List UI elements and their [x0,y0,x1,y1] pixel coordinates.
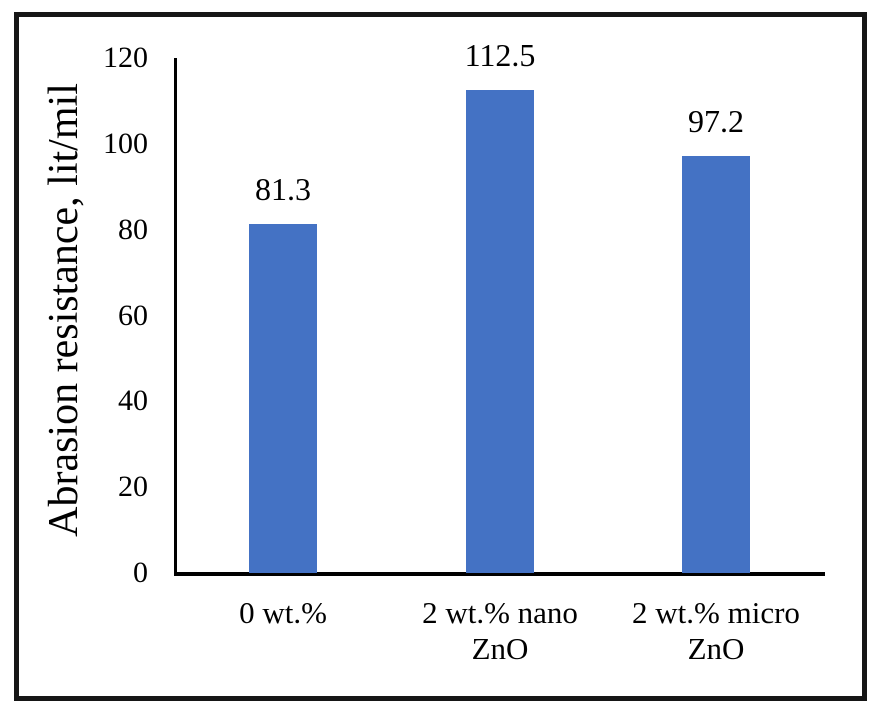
bar [682,156,750,573]
x-category-label: 0 wt.% [239,595,327,630]
x-category-label: 2 wt.% micro ZnO [632,595,800,666]
bar-value-label: 81.3 [255,171,311,207]
y-tick-label: 80 [118,213,148,246]
y-tick-label: 20 [118,470,148,503]
y-tick-label: 40 [118,384,148,417]
bar [249,224,317,573]
y-tick-label: 0 [133,556,148,589]
y-tick-label: 120 [103,41,148,74]
bar [466,90,534,573]
x-axis-line [174,572,825,576]
y-tick-label: 60 [118,299,148,332]
y-tick-label: 100 [103,127,148,160]
y-axis-line [174,58,177,575]
bar-value-label: 97.2 [688,103,744,139]
bar-value-label: 112.5 [464,37,536,73]
x-category-label: 2 wt.% nano ZnO [422,595,578,666]
